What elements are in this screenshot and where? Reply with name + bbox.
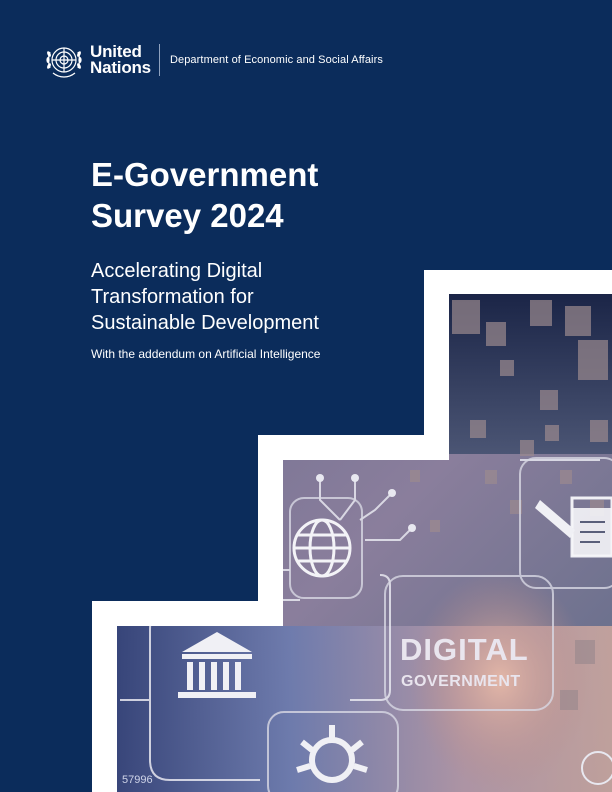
globe-icon — [292, 518, 352, 578]
document-pencil-icon — [535, 496, 612, 558]
un-wordmark-line2: Nations — [90, 58, 151, 77]
circuit-icon — [581, 751, 612, 785]
department-name: Department of Economic and Social Affair… — [169, 54, 383, 66]
logo-divider — [158, 44, 160, 76]
un-wordmark: United Nations — [90, 42, 151, 77]
subtitle-line-3: Sustainable Development — [91, 312, 319, 334]
title-line-1: E-Government — [91, 156, 319, 193]
un-logo: United Nations Department of Economic an… — [44, 40, 383, 80]
un-wordmark-line1: United — [90, 42, 142, 61]
corner-number: 57996 — [122, 774, 153, 786]
title-line-2: Survey 2024 — [91, 197, 284, 234]
un-emblem-icon — [46, 47, 82, 78]
government-building-icon — [178, 632, 256, 698]
report-title: E-Government Survey 2024 — [91, 154, 318, 236]
overlay-word-government: GOVERNMENT — [401, 673, 521, 690]
report-subtitle: Accelerating Digital Transformation for … — [91, 258, 319, 336]
subtitle-line-1: Accelerating Digital — [91, 260, 263, 282]
addendum-note: With the addendum on Artificial Intellig… — [91, 347, 321, 361]
subtitle-line-2: Transformation for — [91, 286, 254, 308]
gear-icon — [296, 725, 368, 783]
overlay-word-digital: DIGITAL — [400, 632, 529, 667]
